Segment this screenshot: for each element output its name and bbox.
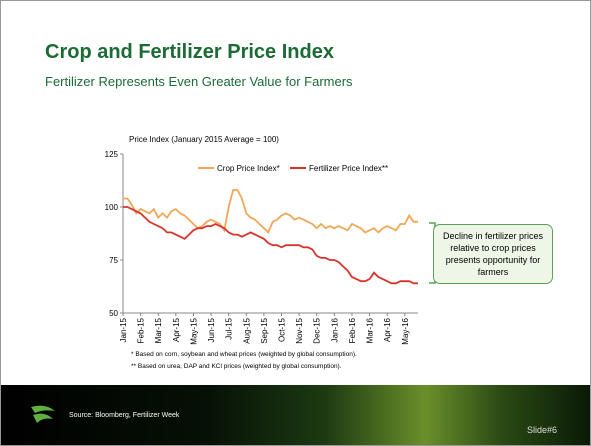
y-tick-label: 100	[105, 203, 119, 212]
title: Crop and Fertilizer Price Index	[45, 41, 334, 63]
x-tick-label: Feb-15	[137, 317, 146, 343]
x-tick-label: Sep-15	[260, 317, 269, 343]
annotation-box: Decline in fertilizer prices relative to…	[433, 224, 553, 284]
x-tick-label: Apr-15	[172, 317, 181, 342]
y-tick-label: 50	[109, 309, 118, 318]
y-tick-label: 125	[105, 150, 119, 159]
logo	[31, 405, 55, 423]
chart: Price Index (January 2015 Average = 100)…	[105, 135, 440, 345]
legend-label: Crop Price Index*	[217, 164, 280, 173]
slide-number: Slide#6	[527, 425, 558, 435]
series-line	[123, 189, 418, 234]
y-axis-label: Price Index (January 2015 Average = 100)	[129, 135, 279, 144]
x-tick-label: Jun-15	[207, 317, 216, 342]
x-tick-label: Mar-16	[366, 317, 375, 343]
x-tick-label: Apr-16	[383, 317, 392, 342]
footnote: * Based on corn, soybean and wheat price…	[131, 351, 357, 358]
x-tick-label: May-16	[401, 317, 410, 344]
x-tick-label: Dec-15	[313, 317, 322, 343]
x-tick-label: Jan-15	[119, 317, 128, 342]
legend-label: Fertilizer Price Index**	[309, 164, 388, 173]
x-tick-label: Feb-16	[348, 317, 357, 343]
x-tick-label: Aug-15	[242, 317, 251, 343]
x-tick-label: Jan-16	[330, 317, 339, 342]
footer	[1, 385, 590, 445]
x-tick-label: May-15	[189, 317, 198, 344]
x-tick-label: Oct-15	[278, 317, 287, 342]
footnote: ** Based on urea, DAP and KCl prices (we…	[131, 363, 342, 370]
x-tick-label: Nov-15	[295, 317, 304, 343]
y-tick-label: 75	[109, 256, 118, 265]
source: Source: Bloomberg, Fertilizer Week	[69, 412, 180, 419]
x-tick-label: Mar-15	[154, 317, 163, 343]
series-line	[123, 206, 418, 285]
subtitle: Fertilizer Represents Even Greater Value…	[45, 74, 353, 89]
x-tick-label: Jul-15	[225, 317, 234, 339]
